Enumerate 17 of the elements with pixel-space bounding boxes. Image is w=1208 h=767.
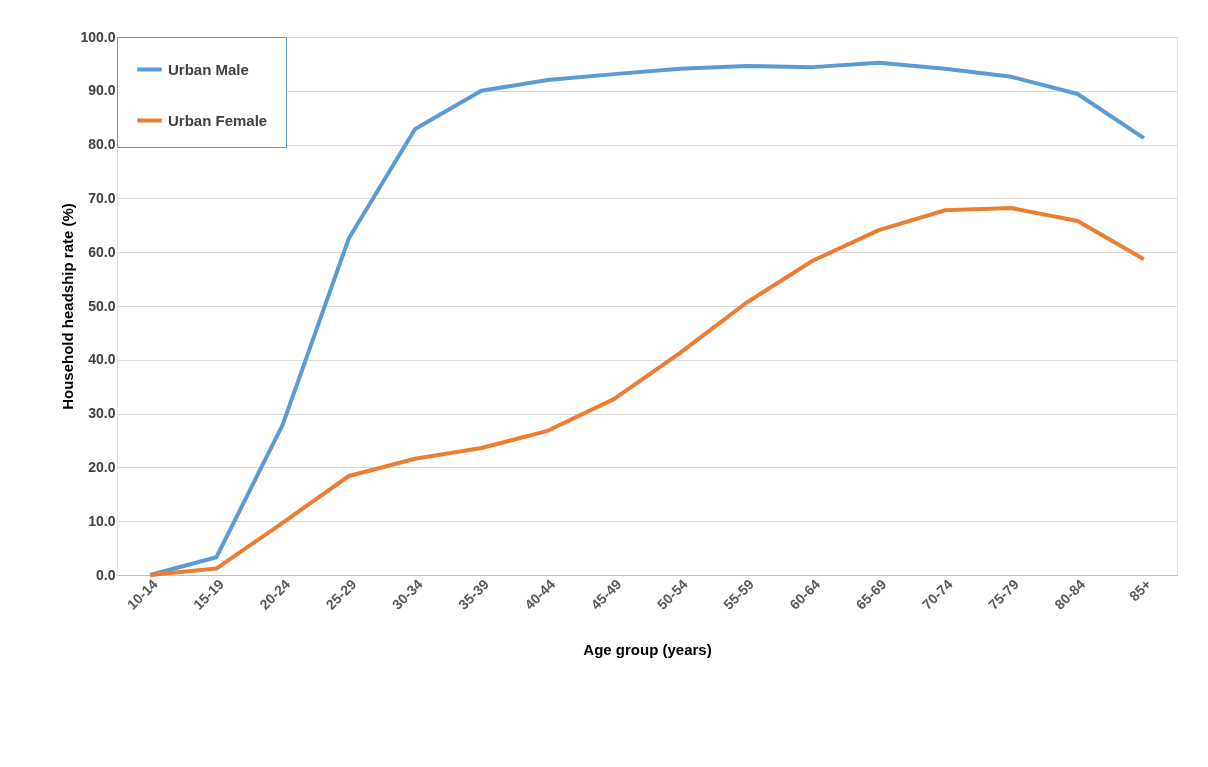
x-tick-label: 85+	[1126, 576, 1155, 605]
y-tick-label: 20.0	[88, 458, 116, 475]
legend-label: Urban Male	[168, 60, 249, 78]
y-tick-label: 40.0	[88, 351, 116, 368]
y-tick-label: 100.0	[80, 28, 116, 45]
y-tick-label: 80.0	[88, 136, 116, 153]
y-axis-title: Household headship rate (%)	[59, 203, 77, 410]
y-tick-label: 50.0	[88, 297, 116, 314]
y-tick-label: 10.0	[88, 512, 116, 529]
y-tick-label: 30.0	[88, 405, 116, 422]
y-tick-label: 70.0	[88, 189, 116, 206]
line-series	[148, 206, 1146, 577]
y-tick-label: 0.0	[96, 566, 116, 583]
legend-label: Urban Female	[168, 111, 268, 129]
y-tick-label: 90.0	[88, 82, 116, 99]
y-tick-label: 60.0	[88, 243, 116, 260]
x-axis-title: Age group (years)	[583, 640, 712, 658]
